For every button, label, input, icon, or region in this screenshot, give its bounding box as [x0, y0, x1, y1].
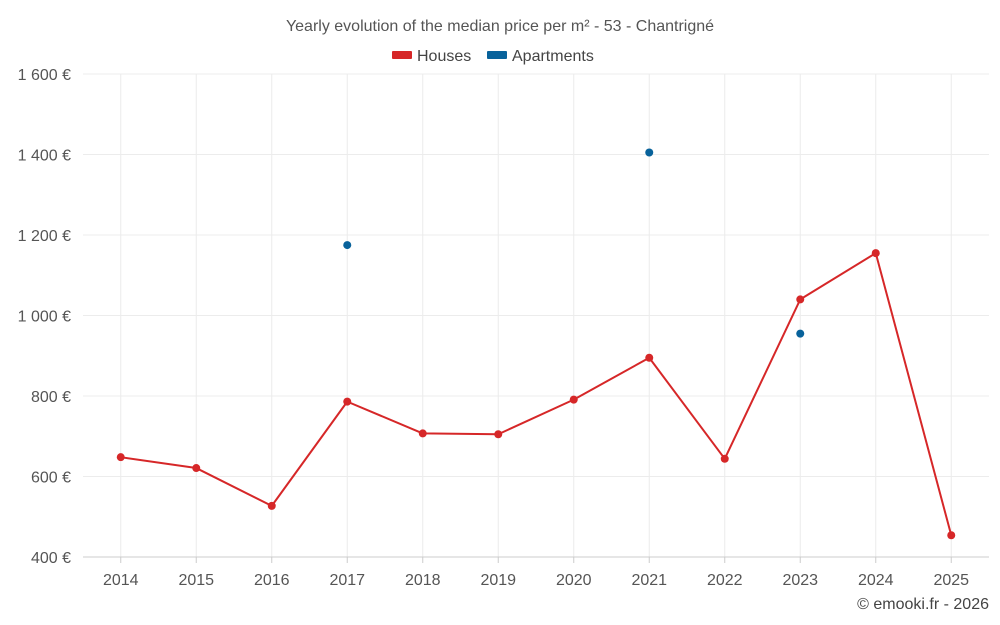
data-point-apartments-2021[interactable]: [645, 148, 654, 157]
data-point-apartments-2017[interactable]: [343, 241, 352, 250]
data-point-houses-2024[interactable]: [871, 249, 880, 258]
grid: [83, 73, 989, 558]
axes: 400 € 600 € 800 € 1 000 € 1 200 € 1 400 € 1 60…: [18, 67, 989, 589]
data-point-houses-2019[interactable]: [494, 430, 503, 439]
x-tick-label: 2020: [556, 572, 592, 589]
credit-text: © emooki.fr - 2026: [857, 596, 989, 613]
legend-item-houses[interactable]: Houses: [392, 48, 471, 65]
x-tick-label: 2019: [480, 572, 516, 589]
data-point-houses-2017[interactable]: [343, 397, 352, 406]
data-point-houses-2021[interactable]: [645, 353, 654, 362]
legend-label-apartments: Apartments: [512, 48, 594, 65]
legend-label-houses: Houses: [417, 48, 471, 65]
data-point-houses-2020[interactable]: [569, 395, 578, 404]
data-point-apartments-2023[interactable]: [796, 329, 805, 338]
y-tick-label: 400 €: [31, 550, 71, 567]
y-tick-label: 1 000 €: [18, 309, 71, 326]
x-tick-label: 2014: [103, 572, 139, 589]
x-tick-label: 2021: [631, 572, 667, 589]
series-line-houses: [120, 252, 953, 536]
y-tick-label: 800 €: [31, 389, 71, 406]
x-tick-label: 2017: [329, 572, 365, 589]
y-tick-label: 1 600 €: [18, 67, 71, 84]
data-point-houses-2025[interactable]: [947, 531, 956, 540]
legend: Houses Apartments: [392, 48, 594, 65]
legend-item-apartments[interactable]: Apartments: [487, 48, 594, 65]
data-point-houses-2015[interactable]: [192, 464, 201, 473]
series: [116, 148, 956, 540]
y-tick-label: 1 200 €: [18, 228, 71, 245]
data-point-houses-2018[interactable]: [418, 429, 427, 438]
data-point-houses-2016[interactable]: [267, 501, 276, 510]
x-tick-label: 2023: [782, 572, 818, 589]
legend-swatch-apartments: [487, 51, 507, 59]
x-tick-label: 2025: [933, 572, 969, 589]
x-tick-label: 2015: [178, 572, 214, 589]
data-point-houses-2014[interactable]: [116, 453, 125, 462]
chart-title: Yearly evolution of the median price per…: [286, 18, 714, 35]
x-tick-label: 2016: [254, 572, 290, 589]
y-tick-label: 1 400 €: [18, 148, 71, 165]
data-point-houses-2022[interactable]: [720, 454, 729, 463]
x-tick-label: 2018: [405, 572, 441, 589]
x-tick-label: 2024: [858, 572, 894, 589]
data-point-houses-2023[interactable]: [796, 295, 805, 304]
y-tick-label: 600 €: [31, 470, 71, 487]
x-tick-label: 2022: [707, 572, 743, 589]
legend-swatch-houses: [392, 51, 412, 59]
